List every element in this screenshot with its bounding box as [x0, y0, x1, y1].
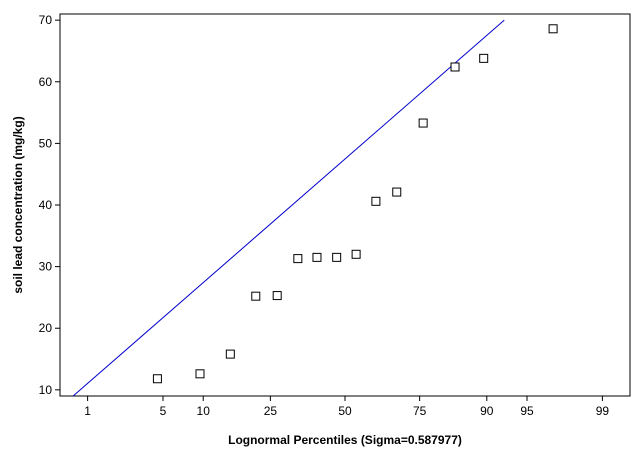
data-point	[332, 252, 342, 262]
data-point	[251, 291, 261, 301]
data-point	[479, 53, 489, 63]
y-tick-label: 10	[39, 383, 53, 397]
data-point	[195, 369, 205, 379]
y-tick-label: 20	[39, 321, 53, 335]
data-point	[418, 118, 428, 128]
x-axis: 1 5 10 25 50 75 90 95 99	[84, 396, 609, 418]
x-tick-label: 25	[264, 404, 278, 418]
x-tick-label: 5	[160, 404, 167, 418]
y-tick-label: 70	[39, 13, 53, 27]
x-tick-label: 1	[84, 404, 91, 418]
plot-frame	[59, 13, 631, 397]
data-point	[225, 349, 235, 359]
x-tick-label: 10	[197, 404, 211, 418]
x-tick-label: 95	[520, 404, 534, 418]
data-point	[152, 374, 162, 384]
data-point	[548, 24, 558, 34]
data-point	[371, 196, 381, 206]
data-point	[450, 62, 460, 72]
data-point	[312, 252, 322, 262]
y-tick-label: 30	[39, 260, 53, 274]
x-tick-label: 50	[338, 404, 352, 418]
y-tick-label: 60	[39, 75, 53, 89]
data-point	[392, 187, 402, 197]
y-axis: 10 20 30 40 50 60 70	[39, 13, 60, 397]
data-points	[152, 24, 558, 384]
data-point	[272, 291, 282, 301]
x-tick-label: 90	[480, 404, 494, 418]
data-point	[351, 249, 361, 259]
fit-line	[72, 19, 505, 397]
y-tick-label: 40	[39, 198, 53, 212]
fit-line-layer	[72, 19, 505, 397]
x-axis-title: Lognormal Percentiles (Sigma=0.587977)	[228, 433, 462, 447]
data-point	[293, 254, 303, 264]
y-tick-label: 50	[39, 136, 53, 150]
x-tick-label: 99	[596, 404, 610, 418]
y-axis-title: soil lead concentration (mg/kg)	[11, 116, 25, 293]
x-tick-label: 75	[413, 404, 427, 418]
